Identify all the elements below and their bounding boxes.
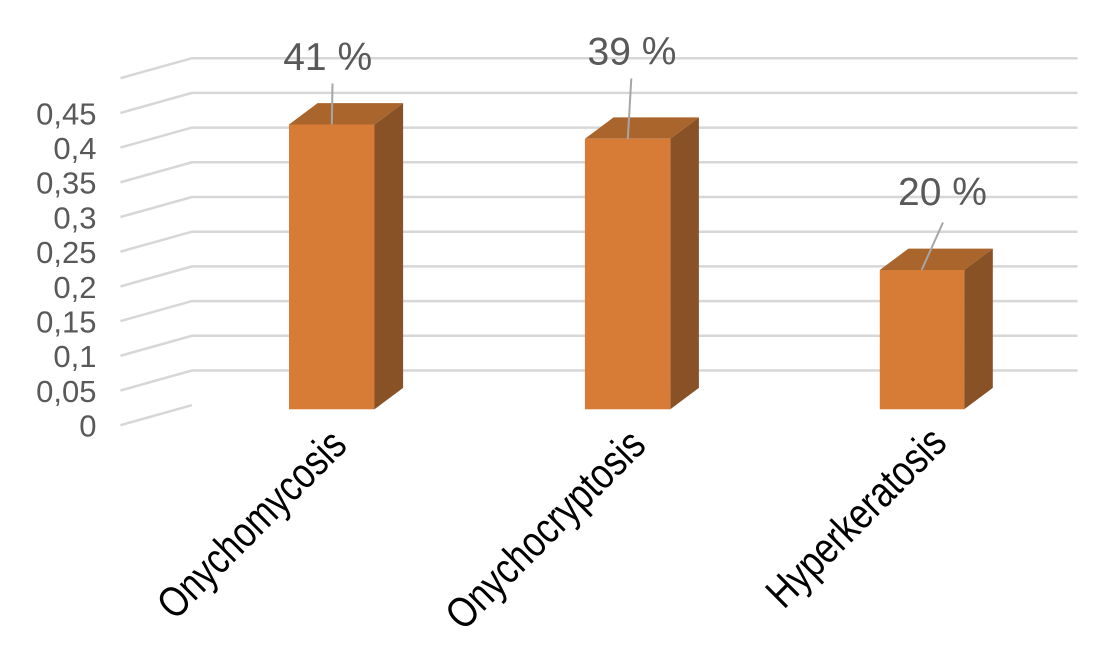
svg-text:0: 0 [79, 409, 96, 444]
svg-text:0,15: 0,15 [36, 305, 96, 340]
svg-text:0,35: 0,35 [36, 166, 96, 201]
svg-text:0,3: 0,3 [53, 200, 96, 235]
svg-text:0,25: 0,25 [36, 235, 96, 270]
svg-text:0,2: 0,2 [53, 270, 96, 305]
svg-text:0,05: 0,05 [36, 374, 96, 409]
svg-text:41 %: 41 % [283, 36, 372, 79]
svg-text:39 %: 39 % [588, 31, 677, 74]
svg-text:20 %: 20 % [898, 171, 987, 214]
svg-text:0,1: 0,1 [53, 339, 96, 374]
svg-text:0,45: 0,45 [36, 96, 96, 131]
svg-text:0,4: 0,4 [53, 131, 96, 166]
